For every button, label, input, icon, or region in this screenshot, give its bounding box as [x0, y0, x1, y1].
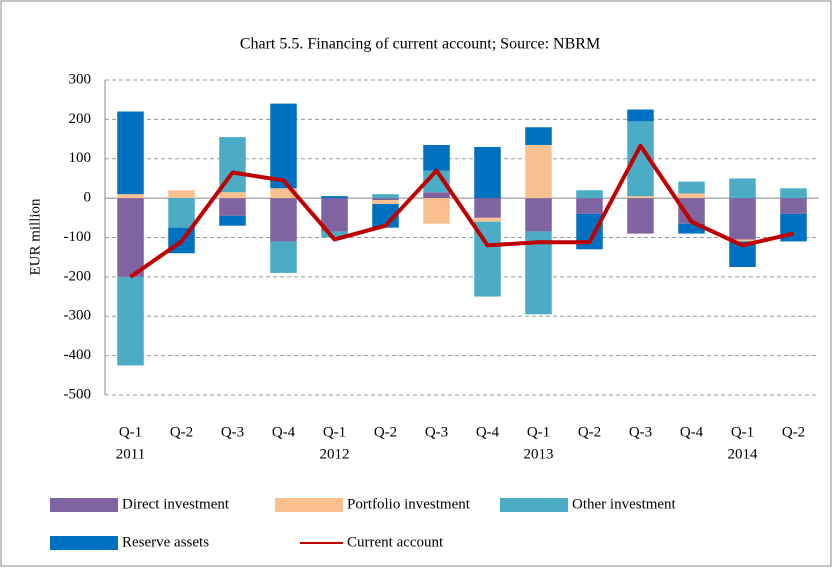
y-tick-label: 300 [69, 71, 92, 87]
x-tick-label: Q-4 [272, 424, 296, 440]
x-tick-label: Q-4 [680, 424, 704, 440]
chart-title: Chart 5.5. Financing of current account;… [240, 36, 600, 53]
bar-segment [372, 198, 399, 201]
bar-segment [729, 239, 756, 242]
legend-swatch [50, 498, 118, 512]
bar-segment [219, 198, 246, 216]
bar-segment [270, 103, 297, 189]
x-year-label: 2011 [116, 446, 145, 462]
x-tick-label: Q-2 [578, 424, 601, 440]
bar-segment [576, 198, 603, 214]
bar-segment [627, 196, 654, 199]
x-tick-label: Q-1 [323, 424, 346, 440]
bar-segment [627, 109, 654, 122]
legend-label: Other investment [572, 496, 677, 512]
bar-segment [117, 198, 144, 277]
x-tick-label: Q-1 [527, 424, 550, 440]
line [129, 143, 794, 279]
bar-segment [321, 198, 348, 232]
bar-segment [525, 144, 552, 199]
bar-segment [168, 198, 195, 228]
bar-segment [219, 215, 246, 226]
x-tick-label: Q-1 [731, 424, 754, 440]
bar-segment [678, 181, 705, 194]
bar-segment [474, 198, 501, 218]
bar-segment [423, 198, 450, 224]
x-tick-label: Q-3 [221, 424, 244, 440]
bar-segment [423, 192, 450, 199]
x-tick-label: Q-1 [119, 424, 142, 440]
x-year-label: 2013 [524, 446, 554, 462]
legend-swatch [275, 498, 343, 512]
bar-segment [780, 198, 807, 214]
bar-segment [372, 200, 399, 205]
bar-segment [270, 198, 297, 242]
legend-label: Portfolio investment [347, 496, 471, 512]
bar-segment [474, 217, 501, 222]
bar-segment [423, 144, 450, 171]
bar-segment [372, 194, 399, 199]
bar-segment [321, 231, 348, 238]
bar-segment [525, 231, 552, 315]
y-tick-label: -400 [64, 347, 92, 363]
legend-swatch [50, 536, 118, 550]
bar-segment [627, 198, 654, 234]
bar-segment [321, 196, 348, 199]
x-tick-label: Q-2 [782, 424, 805, 440]
bar-segment [525, 198, 552, 232]
bar-segment [678, 223, 705, 234]
bar-segment [117, 111, 144, 195]
y-tick-label: -200 [64, 268, 92, 284]
bar-segment [576, 190, 603, 199]
bar-segment [525, 127, 552, 145]
y-tick-label: -500 [64, 386, 92, 402]
y-tick-label: -100 [64, 229, 92, 245]
bar-segment [372, 204, 399, 228]
y-tick-label: 0 [84, 190, 92, 206]
legend-swatch [500, 498, 568, 512]
bar-segment [219, 192, 246, 199]
x-tick-label: Q-3 [629, 424, 652, 440]
bar-segment [270, 188, 297, 199]
bar-segment [678, 193, 705, 199]
legend-label: Reserve assets [122, 534, 209, 550]
y-tick-label: 200 [69, 111, 92, 127]
x-tick-label: Q-2 [170, 424, 193, 440]
x-year-label: 2012 [320, 446, 350, 462]
legend-label: Current account [347, 534, 444, 550]
x-tick-label: Q-4 [476, 424, 500, 440]
y-tick-label: -300 [64, 308, 92, 324]
x-tick-label: Q-2 [374, 424, 397, 440]
bar-segment [780, 188, 807, 199]
bar-segment [168, 190, 195, 199]
y-tick-label: 100 [69, 150, 92, 166]
legend-label: Direct investment [122, 496, 230, 512]
bar-segment [270, 241, 297, 273]
bar-segment [117, 276, 144, 366]
x-year-label: 2014 [728, 446, 759, 462]
y-axis-label: EUR million [27, 198, 43, 276]
bar-segment [729, 198, 756, 240]
bar-segment [729, 178, 756, 199]
bar-segment [474, 146, 501, 199]
bar-segment [117, 194, 144, 199]
x-tick-label: Q-3 [425, 424, 448, 440]
